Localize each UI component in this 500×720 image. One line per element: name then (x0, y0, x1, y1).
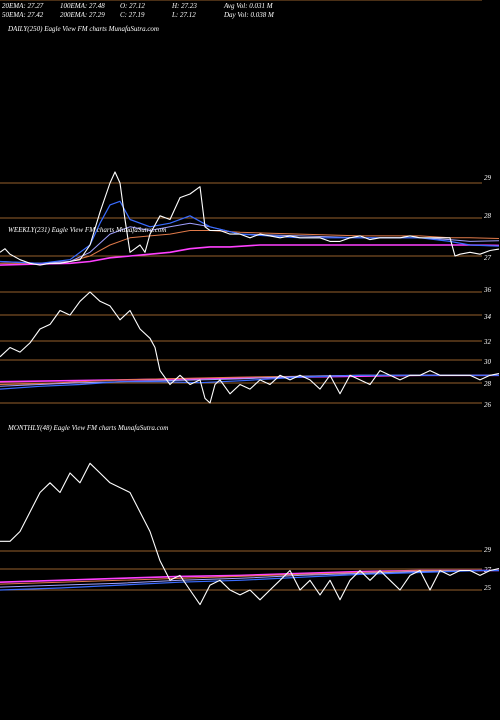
y-tick-label: 34 (483, 313, 492, 321)
y-tick-label: 27 (484, 254, 492, 262)
y-tick-label: 25 (484, 584, 492, 592)
header-open: O: 27.12 (120, 2, 145, 10)
series-price-line (0, 462, 500, 606)
series-price-line (0, 291, 500, 404)
panel-0: DAILY(250) Eagle View FM charts MunafaSu… (0, 25, 500, 266)
series-ema_200-line (0, 244, 500, 266)
header-20ema: 20EMA: 27.27 (2, 2, 44, 10)
y-tick-label: 24 (484, 0, 492, 2)
header-high: H: 27.23 (172, 2, 197, 10)
panel-2: MONTHLY(48) Eagle View FM charts MunafaS… (0, 424, 500, 606)
header-low: L: 27.12 (172, 11, 196, 19)
panel-title-0: DAILY(250) Eagle View FM charts MunafaSu… (7, 25, 159, 33)
series-price-line (0, 171, 500, 266)
header-200ema: 200EMA: 27.29 (60, 11, 105, 19)
header-50ema: 50EMA: 27.42 (2, 11, 44, 19)
panel-title-2: MONTHLY(48) Eagle View FM charts MunafaS… (7, 424, 168, 432)
header-avg-vol: Avg Vol: 0.031 M (224, 2, 273, 10)
series-ema_slow-line (0, 230, 500, 264)
y-tick-label: 36 (483, 286, 492, 294)
series-ema_fast-line (0, 374, 499, 390)
y-tick-label: 29 (484, 546, 492, 554)
y-tick-label: 29 (484, 174, 492, 182)
panel-title-1: WEEKLY(231) Eagle View FM charts MunafaS… (8, 226, 166, 234)
header-day-vol: Day Vol: 0.038 M (224, 11, 274, 19)
y-tick-label: 32 (483, 338, 492, 346)
y-tick-label: 28 (484, 212, 492, 220)
series-ema_fast-line (0, 569, 499, 591)
panel-1: WEEKLY(231) Eagle View FM charts MunafaS… (0, 0, 500, 409)
y-tick-label: 28 (484, 380, 492, 388)
header-100ema: 100EMA: 27.48 (60, 2, 105, 10)
y-tick-label: 30 (483, 358, 492, 366)
header-close: C: 27.19 (120, 11, 145, 19)
y-tick-label: 26 (484, 401, 492, 409)
